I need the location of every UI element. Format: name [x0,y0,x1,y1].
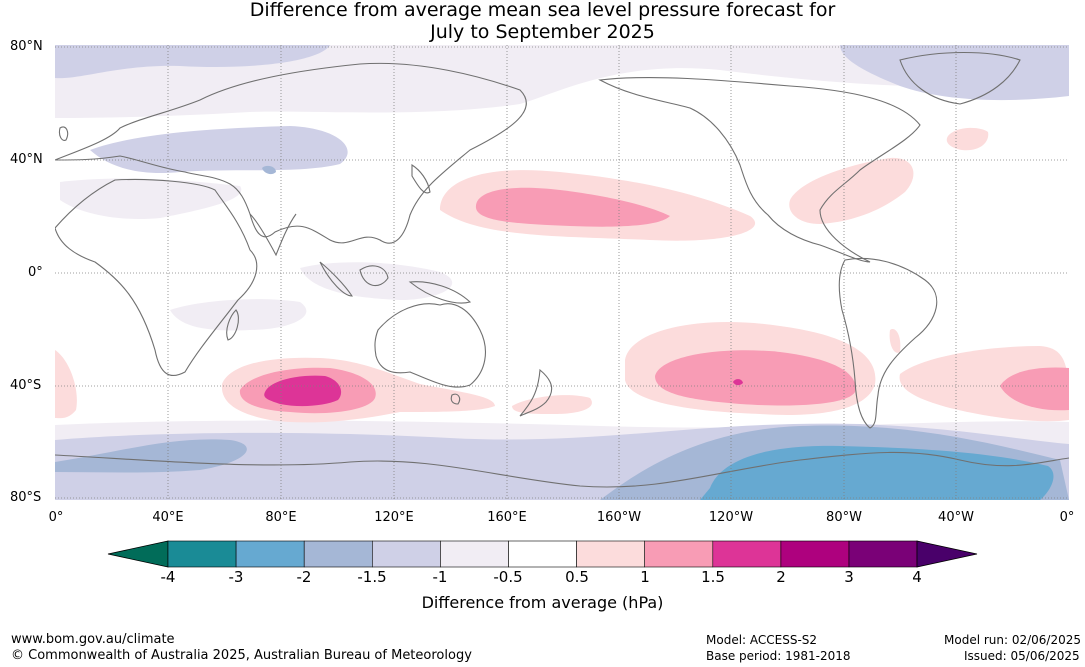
colorbar-label: Difference from average (hPa) [421,593,664,612]
gridlines [55,45,1069,500]
colorbar-tick: 1 [640,568,650,586]
npac-high-inner [475,187,670,227]
colorbar-tick: -4 [160,568,176,586]
lat-label-80s: 80°S [10,490,42,505]
map-plot-area [55,45,1069,500]
footer-issued: Issued: 05/06/2025 [964,649,1080,663]
sa-east-light [889,328,901,353]
arctic-lavender-east [840,45,1069,101]
footer-model: Model: ACCESS-S2 [706,633,818,647]
footer-base-period: Base period: 1981-2018 [706,649,851,663]
nafrica-light [60,178,242,220]
natl-high [789,157,914,224]
sepac-high-core [733,379,743,386]
footer-model-run: Model run: 02/06/2025 [944,633,1082,647]
arctic-lavender-west [55,45,330,79]
colorbar-cell [576,540,645,568]
coast-madagascar [226,309,239,341]
sepac-high-mid [655,350,856,406]
colorbar-tick: -3 [228,568,244,586]
colorbar-tick: 3 [844,568,854,586]
coast-sumatra [319,261,354,297]
coast-eurasia [55,62,527,244]
colorbar-extend-high [916,540,978,568]
colorbar-cell [440,540,509,568]
lon-label-0-right: 0° [1059,510,1075,525]
natl-high-spot [946,127,989,151]
lat-label-80n: 80°N [10,39,43,54]
colorbar-tick: -2 [296,568,312,586]
lon-label-80w: 80°W [826,510,862,525]
colorbar-cell [167,540,237,568]
lat-label-eq: 0° [28,265,43,280]
lat-label-40n: 40°N [10,152,43,167]
lon-label-40w: 40°W [938,510,974,525]
colorbar-cell [644,540,714,568]
asia-blue-spot [262,165,276,175]
coast-africa [55,178,258,377]
colorbar-cell [712,540,782,568]
coast-uk [58,126,69,141]
asia-lavender [90,126,348,174]
footer-copyright: © Commonwealth of Australia 2025, Austra… [11,648,472,663]
colorbar-tick: -1 [432,568,448,586]
map-title-line1: Difference from average mean sea level p… [249,0,836,21]
satl-high-inner [1000,367,1069,411]
coast-greenland [899,51,1021,105]
coast-north-america [598,76,921,263]
colorbar-cell [508,540,577,568]
lon-label-40e: 40°E [152,510,184,525]
colorbar-tick: 2 [776,568,786,586]
coast-newzealand [519,368,553,417]
antarctic-band-3 [55,439,247,473]
coast-japan [411,164,431,194]
map-title-line2: July to September 2025 [430,21,655,43]
lon-label-160e: 160°E [487,510,527,525]
lon-label-80e: 80°E [265,510,297,525]
colorbar-tick: 1.5 [701,568,725,586]
colorbar-cell [848,540,918,568]
coast-tasmania [450,393,461,405]
colorbar-tick: 4 [912,568,922,586]
colorbar-tick: 0.5 [565,568,589,586]
colorbar-cell [780,540,850,568]
satl-west-light [55,350,77,419]
colorbar-cell [303,540,373,568]
colorbar-cell [371,540,441,568]
coastlines [55,51,1069,488]
coast-antarctica [55,451,1069,488]
lon-label-120e: 120°E [374,510,414,525]
lon-label-160w: 160°W [596,510,642,525]
footer-website: www.bom.gov.au/climate [11,632,175,647]
colorbar-tick: -1.5 [357,568,387,586]
arctic-band [55,45,1069,118]
colorbar-cell [235,540,305,568]
coast-india [249,213,297,257]
lon-label-0: 0° [48,510,64,525]
colorbar-cells [167,540,918,568]
coast-newguinea [408,281,472,304]
lat-label-40s: 40°S [10,378,42,393]
colorbar-tick: -0.5 [493,568,523,586]
coast-south-america [838,257,938,429]
colorbar-extend-low [107,540,169,568]
coast-australia [374,303,486,388]
sio-high-core [264,375,342,407]
antarctic-low-core [700,445,1054,500]
indo-light [300,262,453,300]
coast-borneo [359,265,389,287]
lon-label-120w: 120°W [708,510,754,525]
